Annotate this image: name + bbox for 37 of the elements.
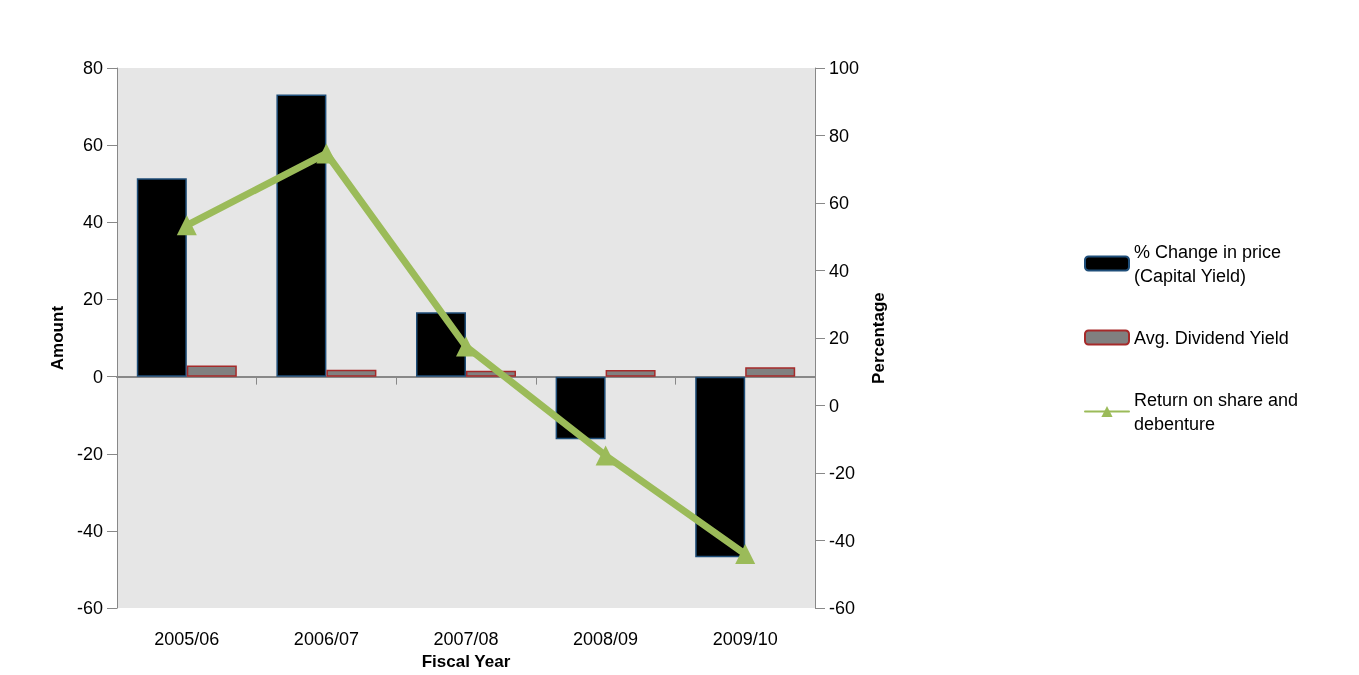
point [595, 445, 616, 466]
y2-tick-label: -60 [829, 598, 856, 619]
y2-tick-label: 40 [829, 260, 850, 281]
point [735, 544, 756, 565]
y-tick-label: -60 [76, 598, 103, 619]
y2-tick-label: 20 [829, 328, 850, 349]
point [456, 336, 476, 357]
y-tick-label: 0 [92, 366, 103, 387]
legend-label: Avg. Dividend Yield [1134, 327, 1289, 348]
y-tick-label: 40 [82, 212, 103, 233]
y-tick-label: -40 [76, 520, 103, 541]
y2-tick-label: 0 [829, 395, 840, 416]
y-tick-label: 60 [82, 135, 103, 156]
y-tick-label: -20 [76, 443, 103, 464]
x-tick-label: 2007/08 [433, 629, 499, 650]
point [176, 215, 197, 236]
x-tick-label: 2005/06 [154, 629, 220, 650]
bar [555, 376, 606, 440]
y2-tick-label: 60 [829, 193, 850, 214]
bar [276, 94, 327, 377]
bar [695, 376, 746, 558]
legend-label: Return on share and debenture [1134, 389, 1304, 434]
x-tick-label: 2006/07 [293, 629, 359, 650]
y2-tick-label: -20 [829, 463, 856, 484]
x-axis-title: Fiscal Year [421, 652, 511, 671]
y2-tick-label: -40 [829, 530, 856, 551]
point [316, 143, 337, 164]
y-tick-label: 80 [82, 58, 103, 78]
y2-tick-label: 100 [829, 58, 860, 78]
y-tick-label: 20 [82, 289, 103, 310]
y-axis-title: Amount [48, 305, 68, 371]
y2-axis-title: Percentage [868, 292, 888, 384]
bar [136, 178, 187, 377]
y2-tick-label: 80 [829, 125, 850, 146]
x-tick-label: 2008/09 [573, 629, 639, 650]
legend-label: % Change in price (Capital Yield) [1134, 241, 1287, 286]
x-tick-label: 2009/10 [712, 629, 778, 650]
